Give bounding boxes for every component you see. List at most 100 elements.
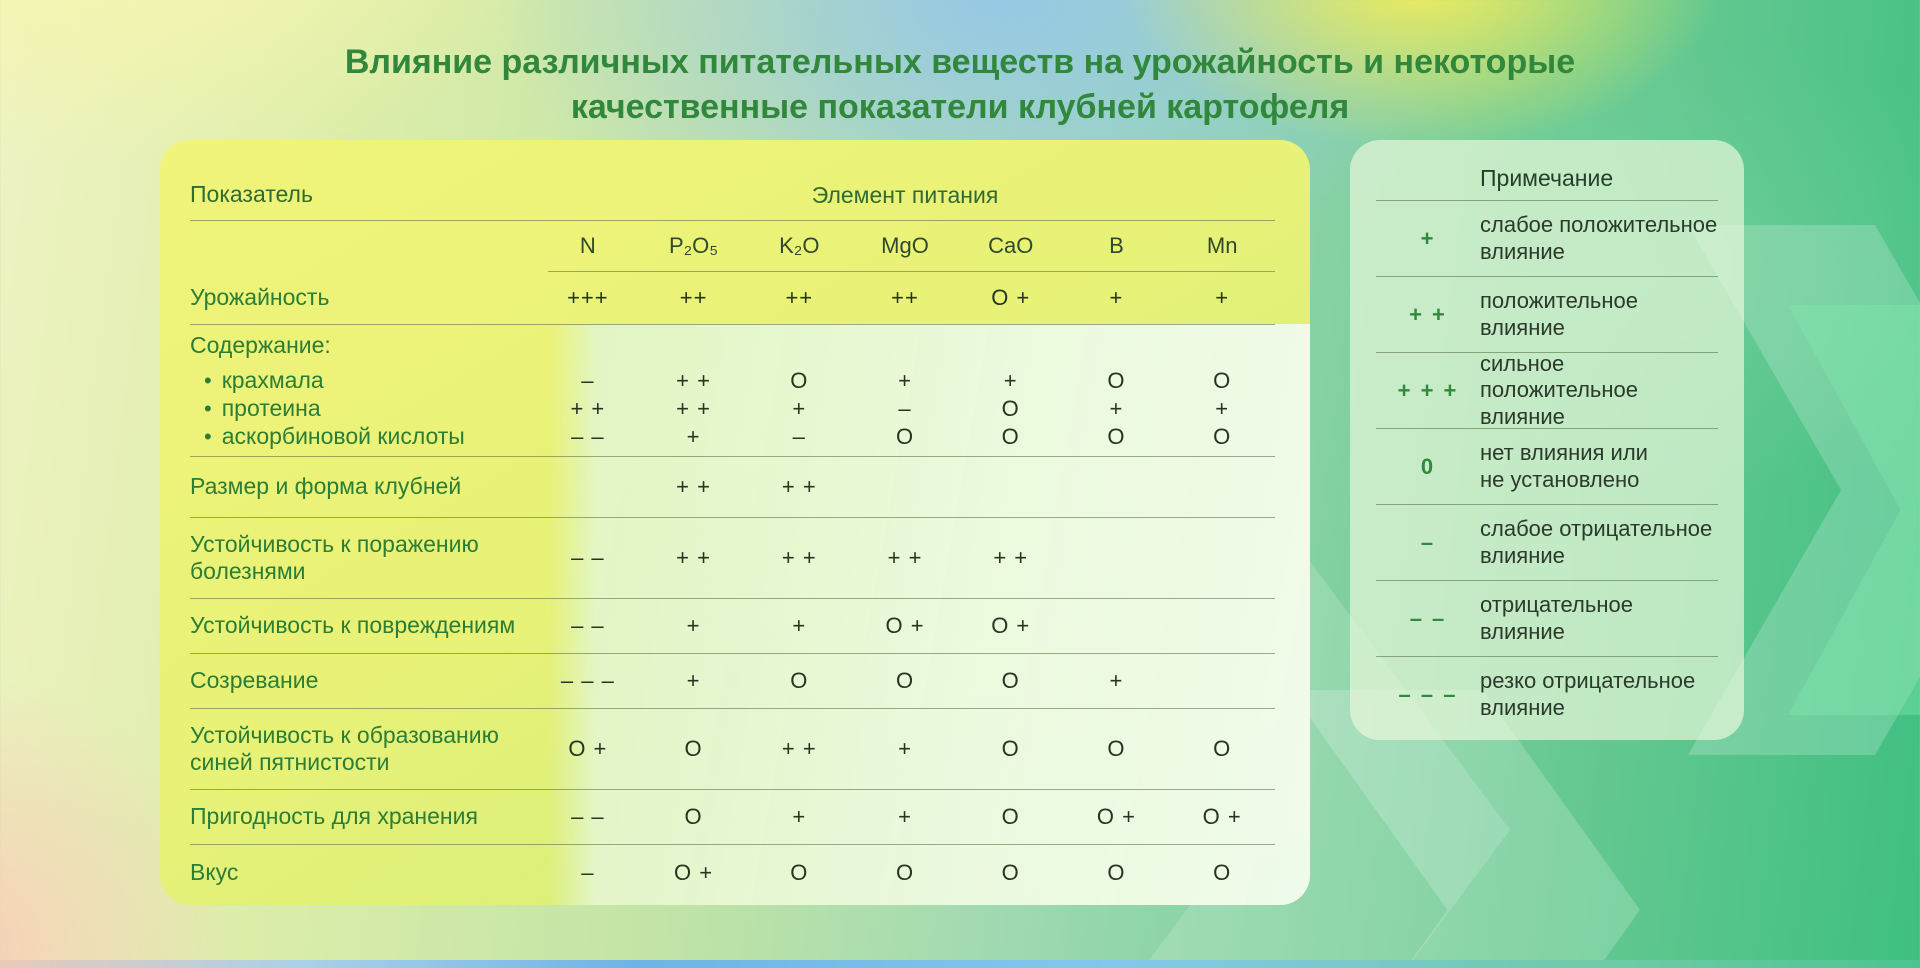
row-separator — [548, 271, 1275, 272]
table-cell: O — [1213, 860, 1232, 885]
column-header-p2o5: P₂O₅ — [668, 233, 719, 258]
table-cell: + — [686, 424, 701, 449]
legend-separator — [1376, 276, 1718, 277]
legend-item: + + + сильное положительное влияние — [1376, 350, 1718, 429]
indicator-column-header: Показатель — [190, 181, 313, 208]
row-label: Урожайность — [190, 284, 330, 311]
table-cell: +++ — [567, 285, 609, 310]
legend-item: – слабое отрицательное влияние — [1376, 505, 1718, 580]
table-section-row: Содержание: — [190, 325, 1275, 367]
column-header-b: B — [1109, 233, 1124, 258]
table-row: Устойчивость к поражению болезнями – – +… — [190, 518, 1275, 598]
table-header-row: Показатель Элемент питания — [190, 170, 1275, 220]
table-cell: O — [790, 860, 809, 885]
legend-item: + слабое положительное влияние — [1376, 201, 1718, 276]
table-cell: O — [1107, 860, 1126, 885]
row-separator — [190, 789, 1275, 790]
table-cell: + — [792, 396, 807, 421]
table-cell: O — [1001, 424, 1020, 449]
table-cell: – – — [571, 613, 605, 638]
table-cell: + + — [993, 545, 1029, 570]
row-label: Устойчивость к повреждениям — [190, 612, 516, 639]
bullet-icon: • — [204, 368, 212, 394]
legend-symbol: + — [1420, 225, 1436, 251]
table-cell: O — [895, 424, 915, 449]
legend-item: 0 нет влияния или не установлено — [1376, 429, 1718, 504]
table-cell: O + — [991, 285, 1031, 310]
row-separator — [190, 844, 1275, 845]
row-separator — [190, 456, 1275, 457]
nutrient-group-header: Элемент питания — [811, 181, 999, 208]
table-cell: O — [1001, 860, 1020, 885]
row-label: Устойчивость к образованию синей пятнист… — [190, 721, 499, 775]
table-cell: + — [686, 613, 701, 638]
table-row: Устойчивость к образованию синей пятнист… — [190, 709, 1275, 789]
column-header-n: N — [579, 233, 596, 258]
table-cell: – – — [571, 804, 605, 829]
legend-text: слабое отрицательное влияние — [1480, 516, 1713, 568]
table-cell: + — [1109, 285, 1124, 310]
table-cell: O — [1001, 804, 1020, 829]
legend-text: сильное положительное влияние — [1480, 350, 1638, 429]
legend-item: – – отрицательное влияние — [1376, 581, 1718, 656]
row-label: крахмала — [221, 367, 324, 394]
row-label: Вкус — [190, 859, 239, 886]
table-row: • аскорбиновой кислоты – – + – O O O O — [190, 423, 1275, 451]
table-cell: O — [1001, 396, 1020, 421]
legend-separator — [1376, 504, 1718, 505]
column-header-mgo: MgO — [881, 233, 929, 258]
row-separator — [190, 517, 1275, 518]
table-cell: ++ — [891, 285, 919, 310]
column-header-mn: Mn — [1206, 233, 1238, 258]
column-header-k2o: K₂O — [779, 233, 820, 258]
table-cell: ++ — [785, 285, 814, 310]
bullet-icon: • — [204, 396, 212, 422]
bottom-accent-bar — [0, 960, 1920, 968]
legend-symbol: 0 — [1420, 453, 1436, 479]
nutrients-table-card: Показатель Элемент питания N P₂O₅ K₂O Mg… — [160, 140, 1310, 905]
table-cell: + + — [676, 368, 711, 393]
table-cell: + — [1109, 668, 1124, 693]
table-cell: + + — [570, 396, 606, 421]
legend-separator — [1376, 656, 1718, 657]
table-cell: + — [792, 613, 807, 638]
table-cell: O — [1001, 736, 1020, 761]
table-cell: – – — [571, 424, 605, 449]
table-cell: + — [898, 804, 912, 829]
table-row: Урожайность +++ ++ ++ ++ O + + + — [190, 272, 1275, 324]
table-cell: O + — [674, 860, 714, 885]
legend-separator — [1376, 428, 1718, 429]
section-label: Содержание: — [190, 332, 331, 359]
legend-text: слабое положительное влияние — [1480, 212, 1718, 264]
legend-symbol: + + — [1409, 301, 1447, 327]
table-cell: O — [1001, 668, 1020, 693]
legend-symbol: – – – — [1398, 681, 1458, 707]
legend-text: положительное влияние — [1480, 288, 1638, 340]
table-cell: O — [895, 668, 915, 693]
legend-separator — [1376, 352, 1718, 353]
row-separator — [190, 324, 1275, 325]
table-row: Созревание – – – + O O O + — [190, 654, 1275, 708]
legend-text: резко отрицательное влияние — [1480, 668, 1696, 720]
table-row: Вкус – O + O O O O O — [190, 845, 1275, 901]
row-separator — [190, 708, 1275, 709]
row-label: протеина — [221, 395, 321, 422]
table-cell: – — [581, 860, 595, 885]
table-cell: + + — [887, 545, 923, 570]
table-cell: + + — [676, 396, 711, 421]
table-cell: O + — [568, 736, 608, 761]
table-row: Пригодность для хранения – – O + + O O +… — [190, 790, 1275, 844]
table-cell: O + — [1096, 804, 1136, 829]
table-cell: O — [895, 860, 915, 885]
table-row: Устойчивость к повреждениям – – + + O + … — [190, 599, 1275, 653]
table-cell: O — [1107, 368, 1126, 393]
table-cell: + — [1215, 285, 1230, 310]
bullet-icon: • — [204, 424, 212, 450]
table-cell: ++ — [679, 285, 708, 310]
table-cell: O — [1213, 368, 1232, 393]
row-label: аскорбиновой кислоты — [221, 423, 465, 450]
legend-symbol: – — [1420, 529, 1436, 555]
legend-card: Примечание + слабое положительное влияни… — [1350, 140, 1744, 740]
row-separator — [190, 653, 1275, 654]
row-label: Созревание — [190, 667, 319, 694]
